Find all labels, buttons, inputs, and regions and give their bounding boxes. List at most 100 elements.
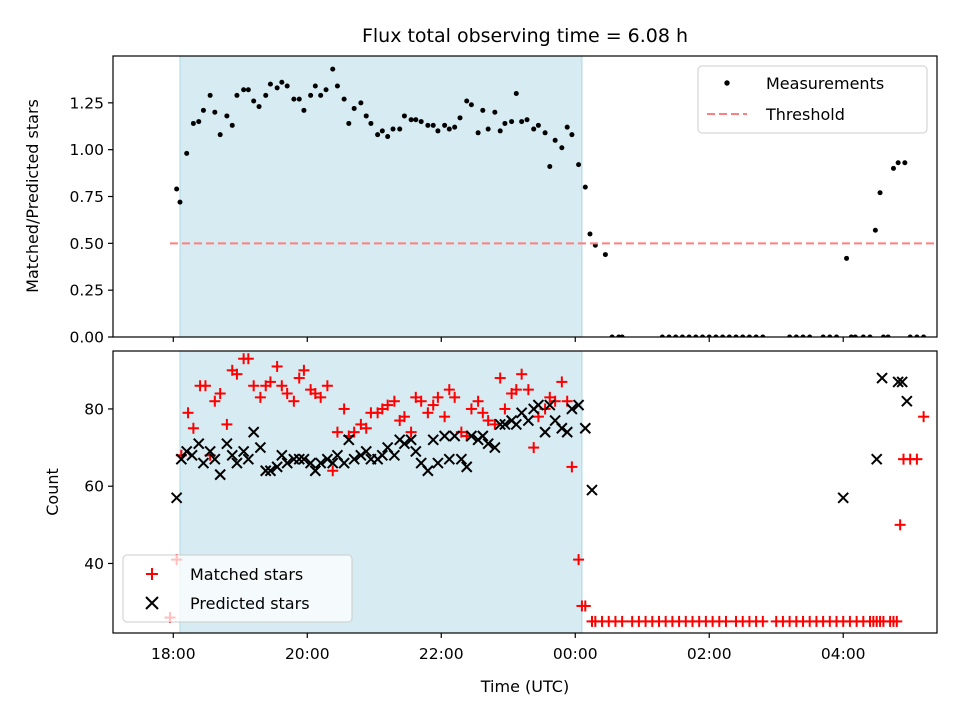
legend-predicted-label: Predicted stars xyxy=(190,594,310,613)
measurement-point xyxy=(852,334,858,337)
measurement-point xyxy=(363,113,369,119)
matched-star-point xyxy=(510,384,522,396)
measurement-point xyxy=(464,98,470,104)
predicted-star-point-b xyxy=(226,449,238,462)
predicted-star-point xyxy=(237,445,250,458)
predicted-star-point xyxy=(314,457,327,469)
predicted-star-point-b xyxy=(214,468,226,481)
measurement-point xyxy=(700,334,706,337)
bottom-legend: Matched stars Predicted stars xyxy=(122,554,353,623)
measurement-point xyxy=(885,334,891,337)
x-tick-label: 22:00 xyxy=(419,645,464,663)
predicted-star-point-b xyxy=(432,457,444,469)
chart-title: Flux total observing time = 6.08 h xyxy=(362,25,688,47)
predicted-star-point xyxy=(532,399,545,411)
predicted-star-point-b xyxy=(482,438,494,450)
predicted-star-point xyxy=(204,445,216,458)
matched-star-point xyxy=(422,407,434,419)
measurement-point xyxy=(848,334,854,337)
measurement-point xyxy=(497,128,503,134)
predicted-star-point xyxy=(264,465,277,477)
matched-star-point xyxy=(427,399,439,411)
predicted-star-point xyxy=(572,399,585,411)
measurement-point xyxy=(713,334,719,337)
predicted-star-point-b xyxy=(338,457,350,469)
measurement-point xyxy=(241,87,247,93)
x-tick-label: 04:00 xyxy=(821,645,866,663)
predicted-star-point-b xyxy=(532,399,545,411)
measurement-point xyxy=(582,184,588,190)
predicted-star-point-b xyxy=(422,465,434,477)
matched-star-point xyxy=(494,372,506,384)
measurement-point xyxy=(442,122,448,128)
measurement-point xyxy=(602,252,608,258)
measurement-point xyxy=(552,137,558,143)
matched-star-point xyxy=(465,403,477,415)
matched-star-point xyxy=(209,395,221,407)
predicted-star-point-b xyxy=(489,441,501,454)
predicted-star-point-b xyxy=(193,438,205,450)
matched-star-point xyxy=(432,391,444,403)
matched-star-point xyxy=(338,403,350,415)
measurement-point xyxy=(485,126,491,132)
legend-threshold-label: Threshold xyxy=(765,105,845,124)
measurement-point xyxy=(502,120,508,126)
top-legend-box xyxy=(697,65,928,134)
predicted-star-point-b xyxy=(438,430,451,442)
predicted-star-point-b xyxy=(556,422,568,434)
matched-star-point xyxy=(398,411,410,423)
predicted-star-point xyxy=(376,449,389,462)
y-tick-label: 0.75 xyxy=(69,188,104,206)
matched-star-point xyxy=(382,399,394,411)
predicted-star-point xyxy=(499,418,511,431)
predicted-star-point xyxy=(494,418,506,431)
measurement-point xyxy=(827,334,833,337)
measurement-point xyxy=(872,227,878,233)
measurement-point xyxy=(895,160,901,166)
matched-star-point xyxy=(472,395,484,407)
matched-star-point xyxy=(549,395,561,407)
predicted-star-point-b xyxy=(331,449,344,462)
measurement-point xyxy=(880,334,886,337)
measurement-point xyxy=(559,145,565,151)
measurement-point xyxy=(245,87,251,93)
predicted-star-point-b xyxy=(231,457,243,469)
measurement-point xyxy=(519,119,525,125)
predicted-star-point-b xyxy=(455,453,468,465)
predicted-star-point-b xyxy=(572,399,585,411)
predicted-star-point xyxy=(242,453,255,465)
matched-star-point xyxy=(449,391,461,403)
predicted-star-point xyxy=(321,453,334,465)
predicted-star-point xyxy=(175,453,188,465)
measurement-point xyxy=(475,130,481,136)
measurement-point xyxy=(446,126,452,132)
predicted-star-point xyxy=(432,457,444,469)
predicted-star-point xyxy=(871,453,883,465)
predicted-star-point xyxy=(892,376,904,388)
predicted-star-point xyxy=(398,438,411,450)
predicted-star-point-b xyxy=(209,453,221,465)
legend-predicted-marker xyxy=(145,596,159,610)
matched-star-point xyxy=(516,368,528,380)
predicted-star-point xyxy=(427,434,439,446)
measurement-point xyxy=(234,92,240,98)
predicted-star-point xyxy=(443,453,456,465)
predicted-star-point xyxy=(186,449,198,462)
measurement-point xyxy=(330,66,336,72)
measurement-point xyxy=(296,96,302,102)
measurement-point xyxy=(820,334,826,337)
measurement-point xyxy=(693,334,699,337)
measurement-point xyxy=(619,334,625,337)
measurement-point xyxy=(224,113,230,119)
predicted-star-point xyxy=(448,430,461,442)
matched-star-point xyxy=(891,615,903,627)
measurement-point xyxy=(379,128,385,134)
predicted-star-point xyxy=(837,492,849,504)
x-tick-label: 02:00 xyxy=(687,645,732,663)
x-axis-label: Time (UTC) xyxy=(480,677,569,696)
x-tick-label: 20:00 xyxy=(285,645,330,663)
measurement-point xyxy=(890,165,896,171)
predicted-star-point xyxy=(489,441,501,454)
predicted-star-point-b xyxy=(410,445,422,458)
panel-series xyxy=(164,353,930,627)
